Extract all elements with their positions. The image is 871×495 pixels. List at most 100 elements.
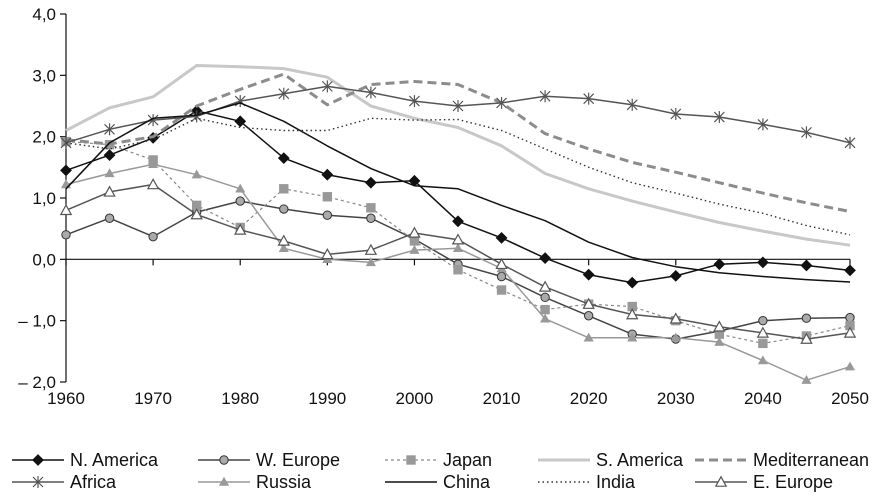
y-tick-label: 1,0 bbox=[32, 189, 56, 208]
data-point bbox=[190, 208, 203, 220]
data-point bbox=[278, 87, 290, 100]
data-point bbox=[801, 313, 812, 323]
legend-marker bbox=[32, 476, 44, 488]
series-line bbox=[65, 72, 851, 213]
data-point bbox=[191, 110, 203, 123]
y-tick-label: 4,0 bbox=[32, 5, 56, 24]
data-point bbox=[148, 231, 158, 242]
series-s-america bbox=[65, 64, 851, 247]
data-point bbox=[626, 308, 639, 320]
legend-marker bbox=[406, 455, 416, 465]
series-n-america bbox=[60, 104, 856, 289]
series-line bbox=[65, 110, 851, 284]
data-point bbox=[104, 213, 115, 223]
legend-marker bbox=[714, 475, 728, 487]
data-point bbox=[844, 136, 856, 149]
data-point bbox=[540, 304, 550, 315]
legend-label: Mediterranean bbox=[753, 450, 869, 470]
data-point bbox=[364, 243, 378, 255]
y-tick-label: 2,0 bbox=[32, 128, 56, 147]
data-point bbox=[626, 276, 639, 289]
data-point bbox=[670, 332, 681, 342]
data-point bbox=[146, 178, 160, 190]
data-point bbox=[452, 215, 464, 228]
data-point bbox=[278, 243, 289, 252]
legend-item: N. America bbox=[12, 450, 159, 470]
data-point bbox=[408, 226, 421, 238]
data-point bbox=[844, 264, 856, 277]
data-point bbox=[495, 231, 508, 244]
data-point bbox=[234, 115, 247, 128]
legend-label: Japan bbox=[443, 450, 492, 470]
x-tick-label: 2040 bbox=[744, 389, 782, 408]
data-point bbox=[191, 169, 202, 179]
data-point bbox=[538, 280, 552, 292]
data-point bbox=[757, 355, 768, 365]
data-point bbox=[583, 92, 595, 105]
data-point bbox=[279, 204, 289, 214]
data-point bbox=[801, 374, 812, 384]
data-point bbox=[844, 361, 856, 371]
legend-item: Japan bbox=[385, 450, 492, 470]
data-point bbox=[321, 168, 334, 181]
data-point bbox=[714, 336, 725, 346]
legend-label: China bbox=[443, 472, 491, 492]
data-point bbox=[235, 183, 246, 193]
legend-label: India bbox=[596, 472, 636, 492]
data-point bbox=[495, 257, 508, 270]
series-line bbox=[65, 102, 851, 283]
data-point bbox=[364, 176, 377, 189]
data-point bbox=[801, 126, 812, 139]
data-point bbox=[626, 98, 638, 111]
data-point bbox=[277, 234, 290, 246]
series-africa bbox=[60, 80, 856, 149]
legend-label: S. America bbox=[596, 450, 684, 470]
data-point bbox=[409, 244, 420, 254]
data-point bbox=[452, 100, 464, 112]
x-tick-label: 1960 bbox=[47, 389, 85, 408]
data-point bbox=[103, 149, 116, 161]
data-point bbox=[756, 326, 770, 338]
x-tick-label: 1970 bbox=[134, 389, 172, 408]
series-china bbox=[65, 102, 851, 283]
series-line bbox=[65, 117, 851, 236]
data-point bbox=[61, 230, 71, 240]
axes: – 2,0 – 1,0 0,0 1,0 2,0 3,0 4,0 1960 1970 1980 199… bbox=[18, 5, 869, 408]
data-point bbox=[366, 203, 376, 213]
data-point bbox=[235, 196, 245, 206]
data-point bbox=[365, 257, 376, 267]
data-point bbox=[103, 185, 116, 197]
legend-item: S. America bbox=[538, 450, 684, 470]
data-point bbox=[148, 159, 159, 168]
data-point bbox=[104, 123, 115, 136]
legend-item: E. Europe bbox=[695, 472, 833, 492]
data-point bbox=[800, 332, 813, 344]
data-point bbox=[540, 292, 550, 303]
data-point bbox=[496, 96, 507, 109]
data-point bbox=[540, 313, 551, 323]
data-point bbox=[321, 247, 334, 260]
x-tick-label: 2030 bbox=[657, 389, 695, 408]
series-layer bbox=[59, 64, 857, 384]
data-point bbox=[757, 118, 769, 131]
data-point bbox=[582, 268, 595, 281]
legend-marker bbox=[219, 455, 229, 465]
data-point bbox=[409, 236, 420, 246]
x-tick-label: 2050 bbox=[831, 389, 869, 408]
series-e-europe bbox=[59, 178, 857, 344]
legend-item: Africa bbox=[12, 472, 117, 492]
legend-item: India bbox=[538, 472, 636, 492]
data-point bbox=[669, 269, 682, 282]
series-mediterranean bbox=[65, 72, 851, 213]
data-point bbox=[452, 243, 464, 252]
legend: N. America W. Europe Japan S. America Medite… bbox=[12, 450, 869, 492]
data-point bbox=[843, 326, 857, 338]
legend-label: Africa bbox=[70, 472, 117, 492]
data-point bbox=[365, 86, 377, 99]
data-point bbox=[322, 192, 333, 202]
data-point bbox=[582, 297, 595, 309]
y-tick-label: 0,0 bbox=[32, 250, 56, 269]
legend-label: E. Europe bbox=[753, 472, 833, 492]
